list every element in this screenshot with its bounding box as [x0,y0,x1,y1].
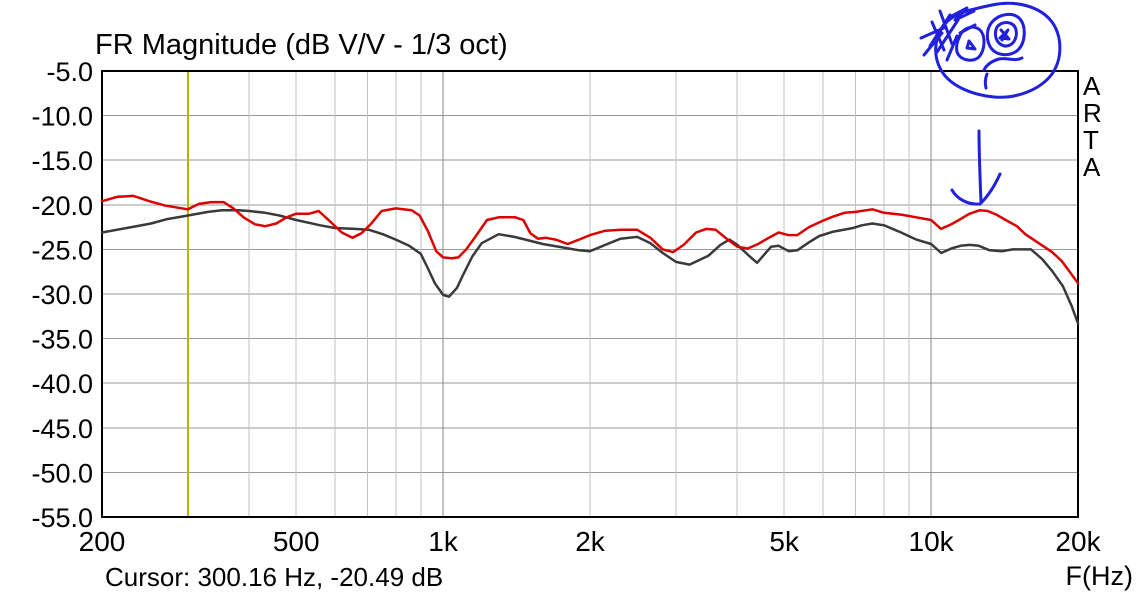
trace-dark [100,208,1080,325]
hand-drawn-face-doodle [983,72,989,90]
x-axis-tick-label: 500 [273,526,320,557]
hand-drawn-face-doodle [998,28,1011,42]
x-axis-tick-label: 20k [1055,526,1101,557]
y-axis-tick-label: -10.0 [31,102,93,132]
hand-drawn-face-doodle [919,25,948,40]
arta-watermark: ARTA [1083,71,1102,182]
cursor-readout-text: Cursor: 300.16 Hz, -20.49 dB [105,562,444,592]
hand-drawn-face-doodle [965,39,977,51]
hand-drawn-face-doodle [955,25,986,62]
y-axis-tick-label: -55.0 [31,503,93,533]
x-axis-tick-label: 5k [769,526,800,557]
y-axis-tick-label: -40.0 [31,369,93,399]
plot-frame [101,70,1079,518]
hand-drawn-face-doodle [945,34,959,62]
hand-drawn-face-doodle [930,20,946,52]
hand-drawn-face-doodle [993,21,1018,48]
y-axis-tick-label: -15.0 [31,146,93,176]
y-axis-tick-label: -25.0 [31,235,93,265]
trace-red [100,194,1080,285]
y-axis-tick-label: -35.0 [31,325,93,355]
x-axis-tick-label: 1k [428,526,459,557]
hand-drawn-down-arrow [950,188,982,206]
x-axis-tick-label: 10k [909,526,955,557]
hand-drawn-face-doodle [985,13,1026,57]
y-axis-tick-label: -30.0 [31,280,93,310]
y-axis-tick-label: -45.0 [31,414,93,444]
y-axis-tick-label: -50.0 [31,458,93,488]
hand-drawn-down-arrow [979,172,1002,205]
chart-title: FR Magnitude (dB V/V - 1/3 oct) [95,29,508,61]
x-axis-tick-label: 200 [79,526,126,557]
y-axis-tick-label: -5.0 [46,57,93,87]
hand-drawn-face-doodle [948,6,976,22]
y-axis-tick-label: -20.0 [31,191,93,221]
hand-drawn-face-doodle [982,56,1024,72]
hand-drawn-down-arrow [977,129,983,204]
x-axis-unit-label: F(Hz) [1065,561,1133,591]
x-axis-tick-label: 2k [575,526,606,557]
